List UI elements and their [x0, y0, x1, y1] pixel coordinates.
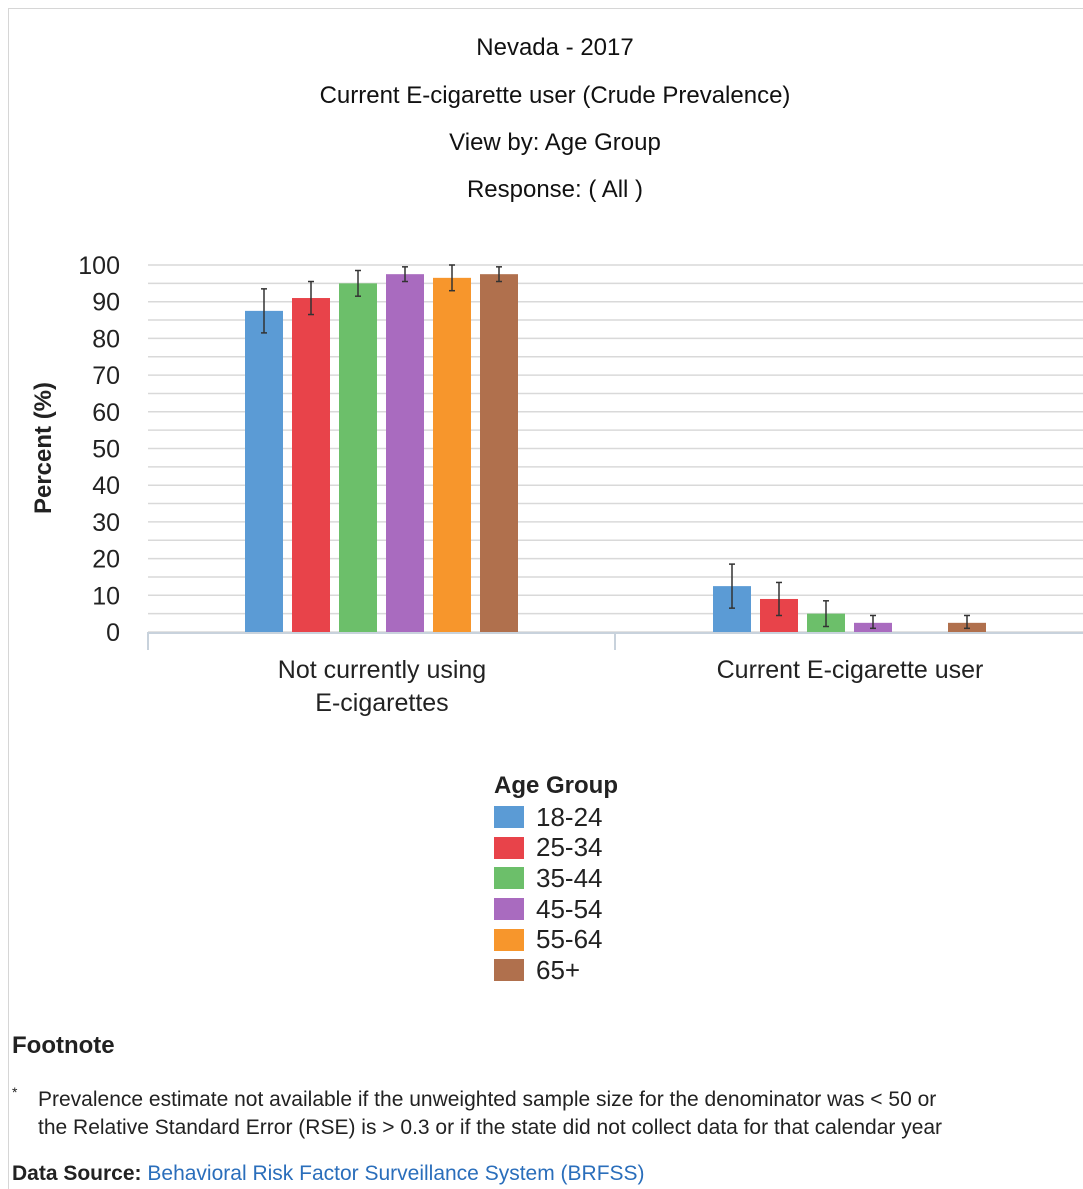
chart-title-indicator: Current E-cigarette user (Crude Prevalen…	[319, 82, 791, 109]
x-category-label: Current E-cigarette user	[717, 656, 984, 684]
legend-label: 18-24	[536, 801, 603, 832]
legend-label: 65+	[536, 954, 581, 985]
chart-title-view-by: View by: Age Group	[449, 129, 661, 156]
y-tick-label: 100	[78, 252, 120, 280]
legend-swatch	[494, 836, 524, 859]
y-tick-label: 90	[92, 289, 120, 317]
bar-35-44	[339, 283, 377, 632]
legend-item: 65+	[494, 955, 618, 986]
legend-swatch	[494, 806, 524, 829]
footnote-marker: *	[12, 1084, 18, 1100]
y-tick-label: 10	[92, 582, 120, 610]
y-tick-label: 20	[92, 546, 120, 574]
legend-swatch	[494, 867, 524, 890]
footnote-line-2: the Relative Standard Error (RSE) is > 0…	[38, 1116, 943, 1139]
legend-label: 55-64	[536, 924, 603, 955]
legend: Age Group 18-24 25-34 35-44 45-54 55-64 65+	[494, 772, 618, 986]
y-tick-label: 30	[92, 509, 120, 537]
bar-25-34	[292, 298, 330, 632]
legend-title: Age Group	[494, 772, 618, 799]
y-tick-label: 80	[92, 325, 120, 353]
bar-45-54	[386, 274, 424, 632]
legend-swatch	[494, 959, 524, 982]
legend-item: 55-64	[494, 924, 618, 955]
chart-frame	[8, 8, 1083, 1189]
x-category-label: E-cigarettes	[315, 689, 448, 717]
legend-swatch	[494, 898, 524, 921]
legend-label: 25-34	[536, 832, 603, 863]
chart-title-state-year: Nevada - 2017	[476, 34, 634, 61]
chart-title-response: Response: ( All )	[466, 176, 644, 203]
footnote-title: Footnote	[12, 1032, 115, 1059]
legend-swatch	[494, 928, 524, 951]
data-source-link[interactable]: Behavioral Risk Factor Surveillance Syst…	[147, 1162, 645, 1185]
legend-label: 35-44	[536, 862, 603, 893]
legend-item: 25-34	[494, 832, 618, 864]
y-axis-title: Percent (%)	[30, 382, 57, 514]
legend-item: 35-44	[494, 863, 618, 894]
bar-65+	[480, 274, 518, 632]
y-tick-label: 60	[92, 399, 120, 427]
y-tick-label: 40	[92, 472, 120, 500]
data-source: Data Source: Behavioral Risk Factor Surv…	[12, 1162, 645, 1186]
y-tick-label: 0	[106, 619, 120, 647]
y-tick-label: 70	[92, 362, 120, 390]
bar-18-24	[245, 310, 283, 632]
data-source-label: Data Source:	[12, 1162, 142, 1185]
legend-label: 45-54	[536, 893, 603, 924]
bar-chart: 0 10 20 30 40 50 60 70 80 90 100 Percent (%) Not cur…	[30, 252, 1083, 717]
bar-55-64	[433, 277, 471, 632]
legend-item: 45-54	[494, 894, 618, 925]
footnote-line-1: Prevalence estimate not available if the…	[38, 1088, 937, 1111]
x-category-label: Not currently using	[278, 656, 486, 684]
legend-item: 18-24	[494, 802, 618, 833]
y-tick-label: 50	[92, 436, 120, 464]
